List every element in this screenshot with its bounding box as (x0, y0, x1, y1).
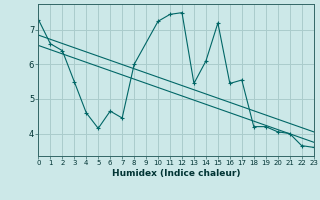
X-axis label: Humidex (Indice chaleur): Humidex (Indice chaleur) (112, 169, 240, 178)
